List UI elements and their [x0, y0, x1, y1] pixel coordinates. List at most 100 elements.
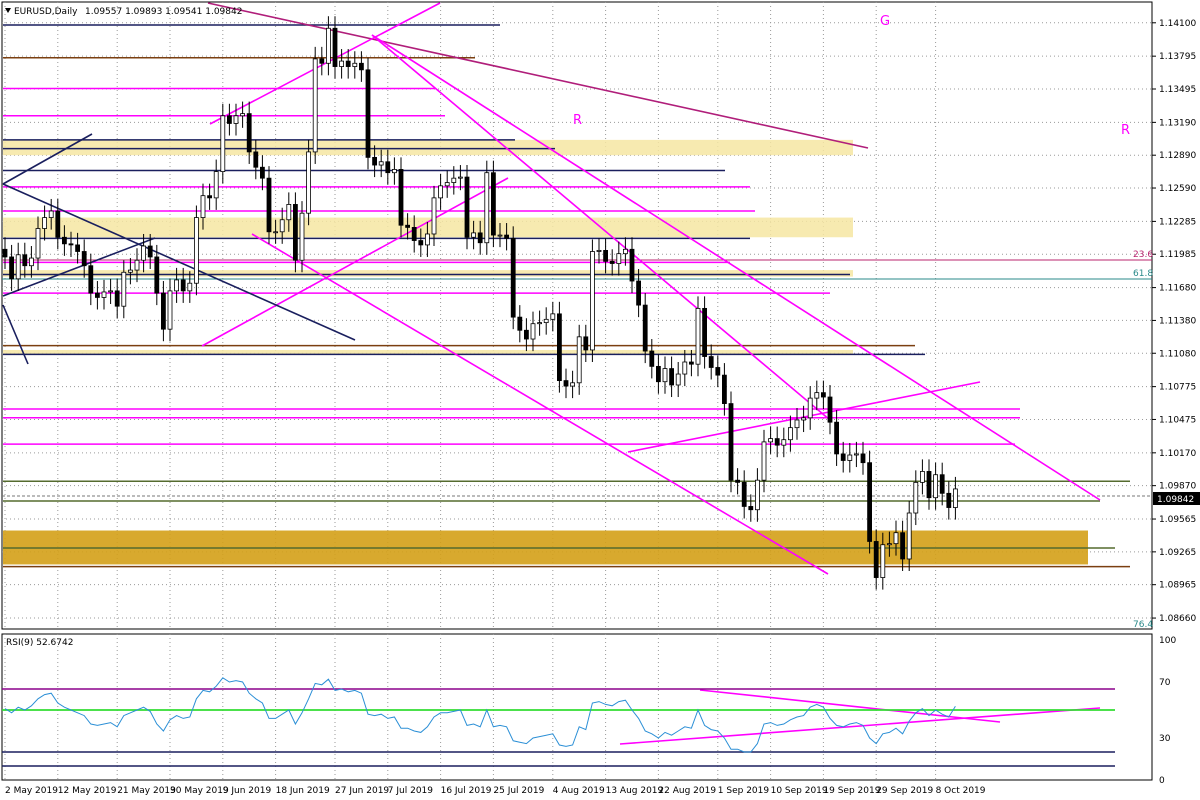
x-tick-label: 22 Aug 2019 [658, 786, 716, 796]
x-tick-label: 8 Oct 2019 [936, 786, 986, 796]
candle-body [669, 368, 674, 386]
dropdown-arrow-icon[interactable] [5, 8, 11, 13]
y-tick-label: 1.10775 [1159, 383, 1196, 393]
candle-body [675, 373, 681, 386]
candle-body [609, 260, 615, 264]
candle-body [22, 254, 28, 267]
y-tick-label: 1.09870 [1159, 482, 1196, 492]
y-tick-label: 1.13190 [1159, 118, 1196, 128]
candle-body [121, 271, 127, 307]
y-tick-label: 1.13495 [1159, 85, 1196, 95]
x-tick-label: 30 May 2019 [170, 786, 229, 796]
candle-body [715, 367, 721, 376]
candle-body [108, 290, 113, 293]
candle-body [339, 60, 345, 67]
candle-body [537, 322, 542, 325]
trendline [251, 233, 829, 575]
candle-body [926, 471, 932, 499]
candle-body [722, 374, 727, 404]
candle-body [953, 488, 958, 508]
candle-body [88, 265, 94, 294]
trendline [201, 177, 509, 347]
candle-body [266, 177, 272, 233]
candle-body [141, 245, 147, 261]
candle-body [887, 543, 892, 546]
candle-body [2, 248, 8, 258]
candle-body [134, 259, 140, 271]
y-tick-label: 1.11680 [1159, 284, 1196, 294]
candle-body [226, 115, 232, 124]
candle-body [28, 257, 34, 267]
candle-body [424, 233, 430, 246]
candle-body [768, 438, 773, 443]
candle-body [55, 210, 61, 238]
y-tick-label: 1.12285 [1159, 217, 1196, 227]
candle-body [81, 251, 87, 267]
trendline [371, 34, 831, 421]
candle-body [689, 361, 694, 365]
candle-body [794, 419, 800, 429]
candle-body [490, 172, 496, 236]
fib-23-label: 23.6 [1133, 250, 1153, 260]
candle-body [583, 336, 589, 351]
candle-body [444, 182, 450, 187]
price-pane[interactable] [1, 1, 1153, 630]
candle-body [570, 382, 575, 387]
candle-body [629, 248, 635, 282]
candle-body [821, 392, 826, 398]
y-tick-label: 1.11985 [1159, 250, 1196, 260]
rsi-indicator [2, 677, 1115, 767]
candle-body [279, 219, 285, 233]
annotation-r-right: R [1121, 123, 1130, 138]
candle-body [418, 240, 424, 246]
y-tick-label: 1.10475 [1159, 415, 1196, 425]
candle-body [900, 532, 905, 560]
candle-body [510, 237, 516, 318]
x-tick-label: 18 Jun 2019 [276, 786, 330, 796]
annotation-g: G [880, 14, 890, 29]
candle-body [755, 479, 760, 511]
y-tick-label: 1.11380 [1159, 316, 1196, 326]
x-tick-label: 2 May 2019 [5, 786, 58, 796]
y-tick-label: 1.08965 [1159, 581, 1196, 591]
rsi-y-tick-label: 0 [1159, 776, 1165, 786]
candle-body [325, 27, 331, 64]
candle-body [180, 279, 186, 292]
candle-body [411, 227, 417, 241]
x-tick-label: 13 Aug 2019 [606, 786, 664, 796]
candle-body [48, 210, 54, 218]
candle-body [504, 234, 510, 239]
x-tick-label: 16 Jul 2019 [441, 786, 492, 796]
candle-body [457, 176, 463, 179]
horizontal-levels [2, 24, 1152, 568]
candle-body [286, 204, 292, 221]
candle-body [154, 256, 160, 294]
candle-body [438, 185, 444, 199]
candle-body [920, 471, 925, 483]
candle-body [35, 228, 41, 259]
candle-body [352, 62, 358, 67]
candle-body [385, 161, 391, 174]
candle-body [913, 481, 919, 514]
rsi-y-tick-label: 100 [1159, 636, 1176, 646]
candle-body [405, 224, 411, 228]
candle-body [127, 269, 133, 273]
zone-band [3, 270, 853, 277]
candle-body [616, 253, 622, 264]
candle-body [834, 421, 839, 455]
candle-body [345, 60, 351, 67]
candle-body [42, 217, 47, 229]
trendline [699, 689, 1001, 723]
candle-body [240, 113, 246, 117]
candle-body [160, 292, 166, 330]
rsi-pane[interactable] [1, 633, 1153, 781]
candle-body [801, 417, 806, 421]
candle-body [543, 318, 549, 324]
trendline [2, 133, 93, 185]
trendline [207, 2, 869, 149]
chart-symbol: EURUSD,Daily [14, 7, 78, 17]
annotation-r-left: R [573, 113, 582, 128]
candle-body [893, 532, 899, 545]
